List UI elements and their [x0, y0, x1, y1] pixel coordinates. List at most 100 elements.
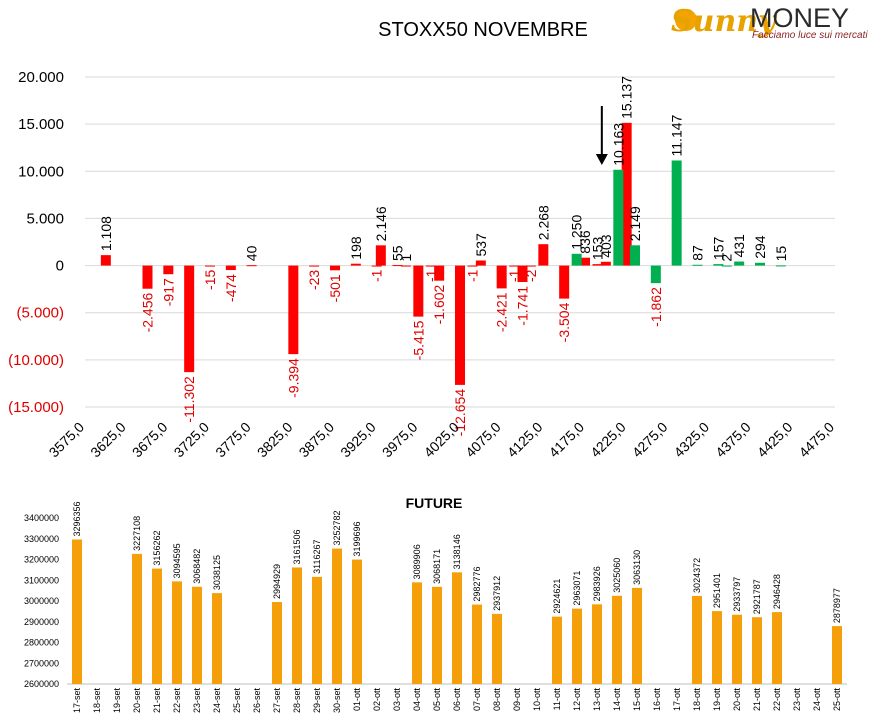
- x-tick-label: 3875,0: [296, 419, 338, 461]
- data-label: -1: [465, 269, 481, 282]
- sun-icon: [675, 9, 697, 31]
- brand-money-text: MONEY: [750, 3, 849, 33]
- data-label: 3094595: [172, 543, 182, 578]
- x-tick-label: 23-set: [192, 688, 202, 714]
- data-label: -12.654: [452, 389, 468, 437]
- bar: [496, 265, 507, 289]
- data-label: -23: [306, 270, 322, 290]
- x-tick-label: 3675,0: [129, 419, 171, 461]
- y-tick-label: 2600000: [24, 679, 59, 689]
- data-label: 403: [598, 234, 614, 258]
- data-label: 3089906: [412, 544, 422, 579]
- bar: [455, 265, 465, 385]
- bar: [152, 568, 162, 684]
- data-label: 2.149: [627, 206, 643, 241]
- data-label: -9.394: [285, 358, 301, 398]
- bar: [192, 586, 202, 684]
- data-label: 2924621: [552, 579, 562, 614]
- bar: [400, 265, 411, 267]
- bar: [492, 613, 502, 684]
- x-tick-label: 24-ott: [812, 688, 822, 712]
- x-tick-label: 14-ott: [612, 688, 622, 712]
- x-tick-label: 13-ott: [592, 688, 602, 712]
- top-chart-y-axis: 20.000 15.000 10.000 5.000 0 (5.000) (10.000) (…: [8, 69, 64, 416]
- bar: [330, 265, 340, 271]
- y-tick-label: 2900000: [24, 617, 59, 627]
- bar: [600, 261, 611, 266]
- bar: [755, 262, 765, 266]
- data-label: 10.163: [610, 123, 626, 166]
- y-tick-label: 5.000: [26, 210, 64, 227]
- bar: [621, 122, 632, 266]
- x-tick-label: 19-set: [112, 688, 122, 714]
- data-label: 2951401: [712, 573, 722, 608]
- bar: [538, 244, 549, 266]
- bar: [205, 265, 215, 267]
- x-tick-label: 19-ott: [712, 688, 722, 712]
- y-tick-label: (15.000): [8, 399, 64, 416]
- y-tick-label: 20.000: [18, 69, 64, 86]
- data-label: 836: [577, 230, 593, 254]
- data-label: 2982776: [472, 567, 482, 602]
- y-tick-label: (10.000): [8, 352, 64, 369]
- bar: [371, 265, 382, 267]
- data-label: 3038125: [212, 555, 222, 590]
- x-tick-label: 22-ott: [772, 688, 782, 712]
- data-label: -2: [523, 269, 539, 282]
- data-label: 40: [244, 245, 260, 261]
- data-label: 2963071: [572, 571, 582, 606]
- bar: [475, 260, 486, 266]
- y-tick-label: 3300000: [24, 534, 59, 544]
- bar: [163, 265, 174, 275]
- data-label: 1: [398, 254, 414, 262]
- x-tick-label: 10-ott: [532, 688, 542, 712]
- data-label: 2921787: [752, 579, 762, 614]
- x-tick-label: 4225,0: [587, 419, 629, 461]
- bar: [467, 265, 478, 267]
- bar: [272, 602, 282, 684]
- bar: [612, 595, 622, 684]
- x-tick-label: 25-ott: [832, 688, 842, 712]
- x-tick-label: 06-ott: [452, 688, 462, 712]
- data-label: 3227108: [132, 516, 142, 551]
- bar: [571, 253, 582, 266]
- bar: [713, 264, 724, 266]
- bar: [772, 612, 782, 684]
- x-tick-label: 4175,0: [546, 419, 588, 461]
- x-tick-label: 04-ott: [412, 688, 422, 712]
- data-label: 2937912: [492, 576, 502, 611]
- data-label: 153: [590, 237, 606, 261]
- bar: [375, 245, 386, 266]
- arrow-annotation: [595, 106, 608, 165]
- x-tick-label: 4425,0: [754, 419, 796, 461]
- data-label: 2994929: [272, 564, 282, 599]
- top-chart-bars: [100, 122, 786, 385]
- x-tick-label: 03-ott: [392, 688, 402, 712]
- x-tick-label: 3775,0: [212, 419, 254, 461]
- bar: [613, 169, 624, 266]
- x-tick-label: 3575,0: [46, 419, 88, 461]
- data-label: 11.147: [669, 114, 685, 156]
- data-label: 537: [473, 233, 489, 257]
- data-label: 15: [773, 246, 789, 262]
- data-label: 2: [719, 254, 735, 262]
- bar: [132, 553, 142, 684]
- x-tick-label: 4375,0: [712, 419, 754, 461]
- y-tick-label: 2800000: [24, 638, 59, 648]
- bar: [452, 572, 462, 684]
- top-chart-data-labels: 1.108 -2.456-917 -11.302 -15 -474 40 -9.394 -23…: [98, 76, 789, 437]
- x-tick-label: 11-ott: [552, 688, 562, 711]
- x-tick-label: 4475,0: [796, 419, 838, 461]
- y-tick-label: 15.000: [18, 116, 64, 133]
- data-label: 2878977: [832, 588, 842, 623]
- y-tick-label: 3200000: [24, 555, 59, 565]
- data-label: -2.456: [140, 293, 156, 333]
- data-label: -3.504: [556, 302, 572, 342]
- data-label: -1.602: [431, 284, 447, 324]
- bar: [352, 559, 362, 684]
- bar: [509, 265, 520, 267]
- data-label: 431: [731, 234, 747, 258]
- data-label: 3252782: [332, 511, 342, 546]
- bar: [184, 265, 195, 373]
- data-label: -1: [423, 269, 439, 282]
